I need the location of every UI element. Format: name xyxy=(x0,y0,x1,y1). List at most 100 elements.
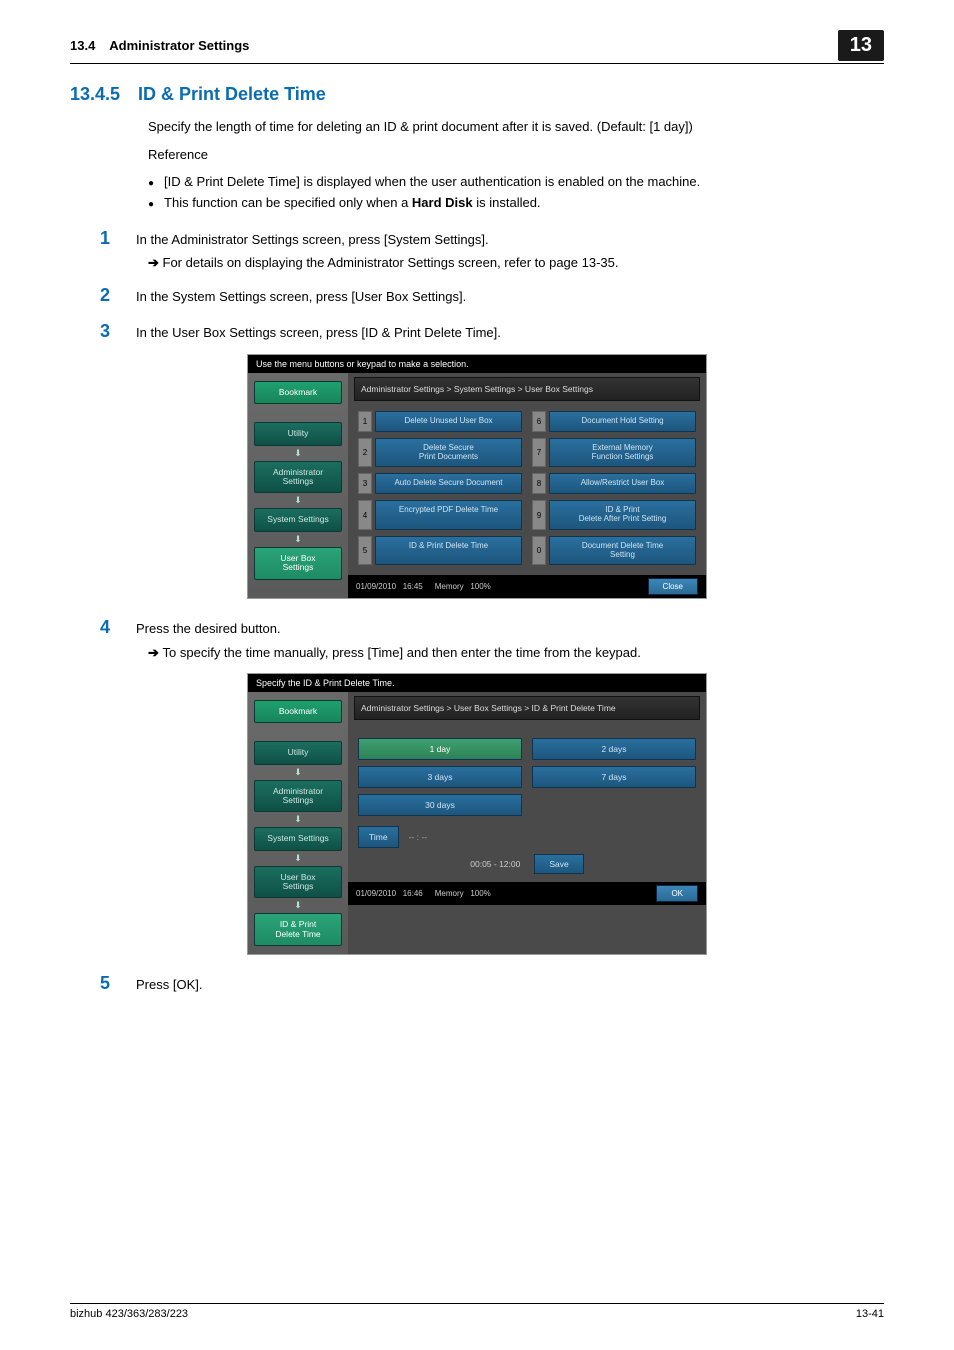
user-box-settings-tab[interactable]: User Box Settings xyxy=(254,866,342,899)
scr1-instruction: Use the menu buttons or keypad to make a… xyxy=(248,355,706,373)
option-7-days[interactable]: 7 days xyxy=(532,766,696,788)
screenshot-1-wrap: Use the menu buttons or keypad to make a… xyxy=(70,354,884,599)
id-print-delete-time-tab[interactable]: ID & Print Delete Time xyxy=(254,913,342,946)
step-number: 5 xyxy=(100,973,118,995)
menu-button-number: 0 xyxy=(532,536,546,566)
bookmark-tab[interactable]: Bookmark xyxy=(254,700,342,723)
menu-button-row: 9ID & Print Delete After Print Setting xyxy=(532,500,696,530)
scr1-body: Bookmark Utility ⬇ Administrator Setting… xyxy=(248,373,706,598)
menu-button-row: 7External Memory Function Settings xyxy=(532,438,696,468)
reference-label: Reference xyxy=(148,145,884,165)
step-number: 4 xyxy=(100,617,118,639)
mem-label: Memory xyxy=(435,582,464,591)
step-text: In the Administrator Settings screen, pr… xyxy=(136,228,489,250)
time-range-row: 00:05 - 12:00 Save xyxy=(358,854,696,874)
menu-button[interactable]: Delete Secure Print Documents xyxy=(375,438,522,468)
menu-button-row: 4Encrypted PDF Delete Time xyxy=(358,500,522,530)
section-number: 13.4.5 xyxy=(70,84,120,105)
step-number: 3 xyxy=(100,321,118,343)
step-2: 2 In the System Settings screen, press [… xyxy=(100,285,884,307)
menu-button[interactable]: ID & Print Delete After Print Setting xyxy=(549,500,696,530)
section-title-text: ID & Print Delete Time xyxy=(138,84,326,105)
down-arrow-icon: ⬇ xyxy=(254,448,342,459)
mem-pct: 100% xyxy=(470,889,490,898)
mem-label: Memory xyxy=(435,889,464,898)
option-1-day[interactable]: 1 day xyxy=(358,738,522,760)
menu-button-number: 7 xyxy=(532,438,546,468)
step-number: 2 xyxy=(100,285,118,307)
bullet-item: This function can be specified only when… xyxy=(148,193,884,214)
menu-button[interactable]: Delete Unused User Box xyxy=(375,411,522,432)
screenshot-2-wrap: Specify the ID & Print Delete Time. Book… xyxy=(70,673,884,955)
save-button[interactable]: Save xyxy=(534,854,583,874)
footer-left: bizhub 423/363/283/223 xyxy=(70,1308,188,1320)
scr2-instruction: Specify the ID & Print Delete Time. xyxy=(248,674,706,692)
scr2-statusbar: 01/09/2010 16:46 Memory 100% OK xyxy=(348,882,706,905)
down-arrow-icon: ⬇ xyxy=(254,814,342,825)
system-settings-tab[interactable]: System Settings xyxy=(254,827,342,850)
admin-settings-tab[interactable]: Administrator Settings xyxy=(254,780,342,813)
section-heading: 13.4.5 ID & Print Delete Time xyxy=(70,84,884,105)
down-arrow-icon: ⬇ xyxy=(254,853,342,864)
menu-button[interactable]: Document Hold Setting xyxy=(549,411,696,432)
step-4: 4 Press the desired button. xyxy=(100,617,884,639)
menu-button-number: 6 xyxy=(532,411,546,432)
intro-text: Specify the length of time for deleting … xyxy=(148,117,884,137)
menu-button-row: 8Allow/Restrict User Box xyxy=(532,473,696,494)
menu-button[interactable]: Encrypted PDF Delete Time xyxy=(375,500,522,530)
step-text: In the User Box Settings screen, press [… xyxy=(136,321,501,343)
header-section-no: 13.4 xyxy=(70,38,95,53)
menu-button[interactable]: Auto Delete Secure Document xyxy=(375,473,522,494)
menu-button-row: 5ID & Print Delete Time xyxy=(358,536,522,566)
menu-button-row: 6Document Hold Setting xyxy=(532,411,696,432)
step-number: 1 xyxy=(100,228,118,250)
down-arrow-icon: ⬇ xyxy=(254,534,342,545)
time-value: -- : -- xyxy=(409,832,427,842)
menu-button-number: 5 xyxy=(358,536,372,566)
status-date: 01/09/2010 xyxy=(356,582,396,591)
admin-settings-tab[interactable]: Administrator Settings xyxy=(254,461,342,494)
page-header: 13.4 Administrator Settings 13 xyxy=(70,30,884,64)
step-4-sub: To specify the time manually, press [Tim… xyxy=(148,645,884,661)
status-mem-label: Memory 100% xyxy=(435,889,491,898)
scr2-body: Bookmark Utility ⬇ Administrator Setting… xyxy=(248,692,706,954)
status-time: 16:45 xyxy=(403,582,423,591)
reference-bullets: [ID & Print Delete Time] is displayed wh… xyxy=(148,172,884,214)
menu-button-number: 9 xyxy=(532,500,546,530)
option-2-days[interactable]: 2 days xyxy=(532,738,696,760)
system-settings-tab[interactable]: System Settings xyxy=(254,508,342,531)
mem-pct: 100% xyxy=(470,582,490,591)
menu-button-number: 1 xyxy=(358,411,372,432)
menu-button[interactable]: External Memory Function Settings xyxy=(549,438,696,468)
close-button[interactable]: Close xyxy=(648,578,698,595)
menu-button[interactable]: Allow/Restrict User Box xyxy=(549,473,696,494)
status-time: 16:46 xyxy=(403,889,423,898)
utility-tab[interactable]: Utility xyxy=(254,741,342,764)
time-row: Time -- : -- xyxy=(358,826,696,848)
menu-button-row: 0Document Delete Time Setting xyxy=(532,536,696,566)
ok-button[interactable]: OK xyxy=(656,885,698,902)
option-30-days[interactable]: 30 days xyxy=(358,794,522,816)
scr2-main: Administrator Settings > User Box Settin… xyxy=(348,692,706,954)
time-button[interactable]: Time xyxy=(358,826,399,848)
step-1: 1 In the Administrator Settings screen, … xyxy=(100,228,884,250)
scr1-main: Administrator Settings > System Settings… xyxy=(348,373,706,598)
scr1-button-grid: 1Delete Unused User Box 6Document Hold Se… xyxy=(348,411,706,575)
step-1-sub: For details on displaying the Administra… xyxy=(148,255,884,271)
status-mem-label: Memory 100% xyxy=(435,582,491,591)
header-section: 13.4 Administrator Settings xyxy=(70,38,249,53)
step-5: 5 Press [OK]. xyxy=(100,973,884,995)
menu-button[interactable]: ID & Print Delete Time xyxy=(375,536,522,566)
scr1-statusbar: 01/09/2010 16:45 Memory 100% Close xyxy=(348,575,706,598)
menu-button-row: 3Auto Delete Secure Document xyxy=(358,473,522,494)
user-box-settings-tab[interactable]: User Box Settings xyxy=(254,547,342,580)
page-footer: bizhub 423/363/283/223 13-41 xyxy=(70,1303,884,1320)
chapter-badge: 13 xyxy=(838,30,884,61)
utility-tab[interactable]: Utility xyxy=(254,422,342,445)
menu-button-number: 2 xyxy=(358,438,372,468)
menu-button[interactable]: Document Delete Time Setting xyxy=(549,536,696,566)
option-3-days[interactable]: 3 days xyxy=(358,766,522,788)
step-text: Press the desired button. xyxy=(136,617,281,639)
down-arrow-icon: ⬇ xyxy=(254,767,342,778)
bookmark-tab[interactable]: Bookmark xyxy=(254,381,342,404)
